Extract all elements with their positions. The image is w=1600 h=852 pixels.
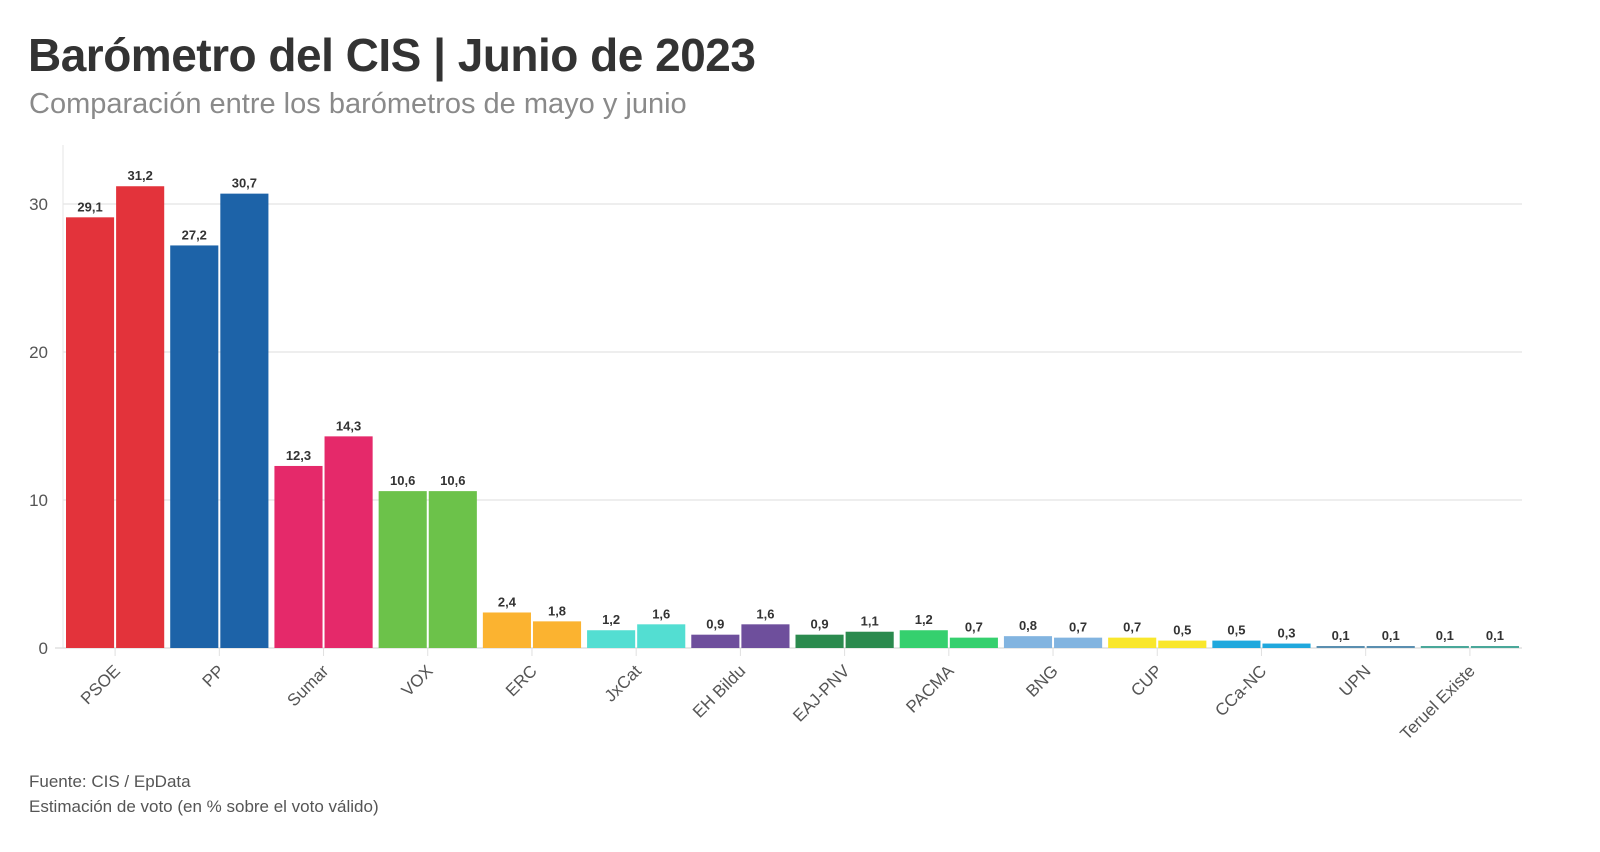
bar-jxcat-mayo[interactable] bbox=[587, 630, 636, 648]
bar-value-label: 10,6 bbox=[440, 473, 465, 488]
bar-jxcat-junio[interactable] bbox=[637, 624, 686, 648]
y-tick-label: 30 bbox=[29, 195, 48, 214]
bar-psoe-mayo[interactable] bbox=[66, 217, 115, 648]
bar-eh-bildu-mayo[interactable] bbox=[691, 634, 740, 648]
bar-value-label: 0,1 bbox=[1486, 628, 1504, 643]
bar-value-label: 0,7 bbox=[1069, 620, 1087, 635]
bar-pp-junio[interactable] bbox=[220, 193, 269, 648]
bar-value-label: 0,9 bbox=[706, 617, 724, 632]
x-category-label: ERC bbox=[502, 661, 541, 700]
bar-cup-junio[interactable] bbox=[1158, 640, 1207, 648]
bar-value-label: 2,4 bbox=[498, 594, 517, 609]
bar-value-label: 1,2 bbox=[602, 612, 620, 627]
chart-subtitle: Comparación entre los barómetros de mayo… bbox=[29, 88, 687, 120]
chart-title: Barómetro del CIS | Junio de 2023 bbox=[28, 29, 756, 81]
chart-canvas: 0 10 20 30 29,1 31,2 PSOE 27,2 30,7 PP 12,3 14,3 Sum… bbox=[29, 145, 1522, 744]
bar-upn-mayo[interactable] bbox=[1316, 646, 1365, 648]
bar-value-label: 14,3 bbox=[336, 418, 361, 433]
bar-eaj-pnv-junio[interactable] bbox=[845, 631, 894, 648]
bar-value-label: 0,8 bbox=[1019, 618, 1037, 633]
bar-teruel-existe-mayo[interactable] bbox=[1420, 646, 1469, 648]
bar-value-label: 1,1 bbox=[861, 614, 879, 629]
bar-cup-mayo[interactable] bbox=[1108, 637, 1157, 648]
bar-value-label: 0,5 bbox=[1227, 623, 1245, 638]
x-category-label: BNG bbox=[1022, 661, 1061, 700]
bar-psoe-junio[interactable] bbox=[116, 186, 165, 649]
bar-sumar-mayo[interactable] bbox=[274, 465, 323, 648]
x-category-label: PACMA bbox=[902, 661, 958, 717]
bar-chart: 0 10 20 30 29,1 31,2 PSOE 27,2 30,7 PP 12,3 14,3 Sum… bbox=[0, 140, 1600, 760]
y-tick-label: 20 bbox=[29, 343, 48, 362]
bar-upn-junio[interactable] bbox=[1366, 646, 1415, 648]
y-tick-label: 0 bbox=[39, 639, 48, 658]
bar-cca-nc-mayo[interactable] bbox=[1212, 640, 1261, 648]
bar-value-label: 1,8 bbox=[548, 603, 566, 618]
x-category-label: EH Bildu bbox=[689, 661, 749, 721]
x-category-label: Teruel Existe bbox=[1396, 661, 1478, 743]
bar-bng-junio[interactable] bbox=[1054, 637, 1103, 648]
x-category-label: CUP bbox=[1127, 661, 1166, 700]
y-tick-label: 10 bbox=[29, 491, 48, 510]
bar-vox-mayo[interactable] bbox=[378, 491, 427, 648]
bar-value-label: 0,1 bbox=[1382, 628, 1400, 643]
bar-value-label: 31,2 bbox=[128, 168, 153, 183]
x-category-label: UPN bbox=[1336, 661, 1375, 700]
bar-erc-junio[interactable] bbox=[532, 621, 582, 648]
bar-value-label: 0,3 bbox=[1277, 626, 1295, 641]
bar-value-label: 12,3 bbox=[286, 448, 311, 463]
bar-cca-nc-junio[interactable] bbox=[1262, 643, 1311, 648]
bar-value-label: 0,5 bbox=[1173, 623, 1191, 638]
bar-value-label: 0,9 bbox=[811, 617, 829, 632]
bar-value-label: 0,1 bbox=[1436, 628, 1454, 643]
x-category-label: PP bbox=[199, 661, 228, 690]
bar-vox-junio[interactable] bbox=[428, 491, 477, 648]
bar-value-label: 0,7 bbox=[965, 620, 983, 635]
bar-pacma-mayo[interactable] bbox=[899, 630, 948, 648]
bar-value-label: 1,2 bbox=[915, 612, 933, 627]
bar-bng-mayo[interactable] bbox=[1003, 636, 1053, 648]
bar-value-label: 10,6 bbox=[390, 473, 415, 488]
bar-value-label: 27,2 bbox=[182, 227, 207, 242]
bar-pacma-junio[interactable] bbox=[949, 637, 998, 648]
x-category-label: JxCat bbox=[601, 661, 645, 705]
x-category-label: EAJ-PNV bbox=[789, 661, 854, 726]
x-category-label: Sumar bbox=[284, 661, 333, 710]
bar-pp-mayo[interactable] bbox=[170, 245, 219, 648]
bar-value-label: 30,7 bbox=[232, 176, 257, 191]
bar-value-label: 1,6 bbox=[756, 606, 774, 621]
x-category-label: PSOE bbox=[77, 661, 124, 708]
x-category-label: VOX bbox=[398, 661, 437, 700]
bar-value-label: 0,7 bbox=[1123, 620, 1141, 635]
bar-eh-bildu-junio[interactable] bbox=[741, 624, 790, 648]
measure-note: Estimación de voto (en % sobre el voto v… bbox=[29, 797, 379, 816]
bar-sumar-junio[interactable] bbox=[324, 436, 373, 648]
bar-eaj-pnv-mayo[interactable] bbox=[795, 634, 844, 648]
bar-teruel-existe-junio[interactable] bbox=[1470, 646, 1519, 648]
bar-value-label: 29,1 bbox=[77, 199, 102, 214]
bar-erc-mayo[interactable] bbox=[482, 612, 531, 648]
bar-value-label: 1,6 bbox=[652, 606, 670, 621]
bar-value-label: 0,1 bbox=[1332, 628, 1350, 643]
source-note: Fuente: CIS / EpData bbox=[29, 772, 191, 791]
x-category-label: CCa-NC bbox=[1211, 661, 1270, 720]
